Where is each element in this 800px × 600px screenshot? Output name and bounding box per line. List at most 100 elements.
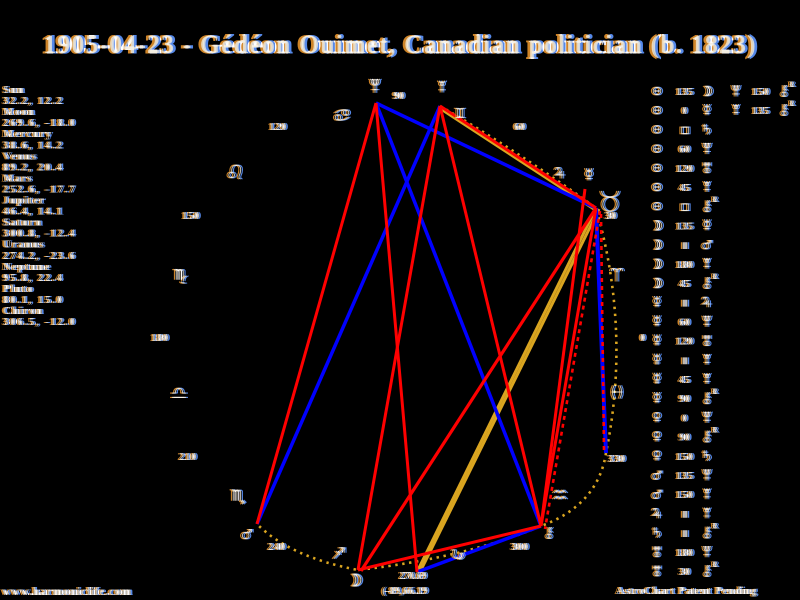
svg-text:0: 0 bbox=[638, 332, 644, 344]
svg-text:(-89,66.19: (-89,66.19 bbox=[380, 585, 426, 597]
svg-text:30: 30 bbox=[607, 210, 619, 222]
svg-text:45: 45 bbox=[677, 375, 689, 386]
svg-text:150: 150 bbox=[674, 490, 692, 501]
svg-text:32.2, 12.2: 32.2, 12.2 bbox=[3, 95, 64, 107]
svg-text:R: R bbox=[712, 522, 718, 531]
svg-text:R: R bbox=[714, 387, 720, 396]
svg-text:30: 30 bbox=[677, 567, 689, 578]
svg-text:60: 60 bbox=[514, 121, 526, 133]
svg-text:306.5, -12.0: 306.5, -12.0 bbox=[5, 316, 79, 328]
svg-text:330: 330 bbox=[608, 453, 626, 465]
svg-text:Chiron: Chiron bbox=[5, 305, 46, 317]
svg-text:45: 45 bbox=[679, 279, 691, 290]
svg-text:45: 45 bbox=[679, 375, 691, 386]
svg-text:135: 135 bbox=[676, 471, 694, 482]
svg-text:Chiron: Chiron bbox=[3, 305, 44, 317]
svg-text:Moon: Moon bbox=[5, 106, 37, 118]
svg-text:Saturn: Saturn bbox=[3, 217, 43, 229]
svg-text:Pluto: Pluto bbox=[3, 283, 34, 295]
svg-text:150: 150 bbox=[184, 210, 202, 222]
svg-text:46.4, 14.1: 46.4, 14.1 bbox=[5, 206, 66, 218]
svg-text:45: 45 bbox=[677, 279, 689, 290]
svg-text:Mercury: Mercury bbox=[5, 128, 55, 140]
svg-text:135: 135 bbox=[674, 471, 692, 482]
svg-text:Venus: Venus bbox=[5, 150, 39, 162]
svg-text:180: 180 bbox=[153, 332, 171, 344]
svg-text:300.8, -12.4: 300.8, -12.4 bbox=[1, 228, 75, 240]
svg-text:89.2, 20.4: 89.2, 20.4 bbox=[5, 161, 66, 173]
svg-text:AstroChart Patent Pending: AstroChart Patent Pending bbox=[616, 585, 757, 597]
svg-text:30: 30 bbox=[681, 567, 693, 578]
svg-text:150: 150 bbox=[678, 452, 696, 463]
svg-text:Mars: Mars bbox=[3, 172, 33, 184]
svg-text:300: 300 bbox=[513, 541, 531, 553]
svg-text:www.harmoniclife.com: www.harmoniclife.com bbox=[0, 584, 130, 598]
svg-text:120: 120 bbox=[676, 164, 694, 175]
svg-text:90: 90 bbox=[393, 90, 405, 102]
svg-text:120: 120 bbox=[678, 337, 696, 348]
svg-text:Mars: Mars bbox=[5, 172, 35, 184]
svg-text:252.6, -17.7: 252.6, -17.7 bbox=[1, 183, 75, 195]
svg-text:0: 0 bbox=[640, 332, 646, 344]
svg-text:Mercury: Mercury bbox=[1, 128, 51, 140]
svg-text:R: R bbox=[787, 80, 793, 89]
svg-text:135: 135 bbox=[754, 106, 772, 117]
svg-text:60: 60 bbox=[681, 317, 693, 328]
svg-text:274.2, -23.6: 274.2, -23.6 bbox=[5, 250, 79, 262]
svg-text:180: 180 bbox=[676, 548, 694, 559]
svg-text:Uranus: Uranus bbox=[1, 239, 43, 251]
svg-text:95.8, 22.4: 95.8, 22.4 bbox=[5, 272, 66, 284]
svg-text:R: R bbox=[712, 195, 718, 204]
svg-text:1905-04-23 - Gédéon Ouimet, Ca: 1905-04-23 - Gédéon Ouimet, Canadian pol… bbox=[43, 30, 756, 59]
svg-text:45: 45 bbox=[679, 183, 691, 194]
svg-text:90: 90 bbox=[679, 433, 691, 444]
svg-text:30: 30 bbox=[679, 567, 691, 578]
svg-text:60: 60 bbox=[677, 145, 689, 156]
svg-text:R: R bbox=[712, 387, 718, 396]
svg-text:135: 135 bbox=[674, 87, 692, 98]
svg-text:252.6, -17.7: 252.6, -17.7 bbox=[3, 183, 77, 195]
svg-text:180: 180 bbox=[678, 260, 696, 271]
svg-text:0: 0 bbox=[684, 106, 690, 117]
svg-text:90: 90 bbox=[391, 90, 403, 102]
svg-text:80.1, 15.0: 80.1, 15.0 bbox=[3, 294, 64, 306]
svg-text:Neptune: Neptune bbox=[3, 261, 51, 273]
svg-text:210: 210 bbox=[179, 451, 197, 463]
svg-text:135: 135 bbox=[676, 221, 694, 232]
svg-text:90: 90 bbox=[679, 394, 691, 405]
svg-text:R: R bbox=[714, 522, 720, 531]
svg-text:32.2, 12.2: 32.2, 12.2 bbox=[5, 95, 66, 107]
svg-text:R: R bbox=[789, 80, 795, 89]
svg-text:300.8, -12.4: 300.8, -12.4 bbox=[3, 228, 77, 240]
svg-text:89.2, 20.4: 89.2, 20.4 bbox=[1, 161, 62, 173]
svg-text:Sun: Sun bbox=[3, 84, 25, 96]
svg-text:330: 330 bbox=[606, 453, 624, 465]
svg-text:80.1, 15.0: 80.1, 15.0 bbox=[1, 294, 62, 306]
svg-text:R: R bbox=[710, 560, 716, 569]
svg-text:180: 180 bbox=[149, 332, 167, 344]
svg-text:150: 150 bbox=[750, 87, 768, 98]
svg-text:Neptune: Neptune bbox=[5, 261, 53, 273]
svg-text:120: 120 bbox=[674, 164, 692, 175]
svg-text:(-89,66.19: (-89,66.19 bbox=[382, 585, 428, 597]
svg-text:0: 0 bbox=[682, 106, 688, 117]
svg-text:330: 330 bbox=[610, 453, 628, 465]
svg-text:Moon: Moon bbox=[3, 106, 35, 118]
svg-text:210: 210 bbox=[177, 451, 195, 463]
svg-text:135: 135 bbox=[678, 221, 696, 232]
svg-text:135: 135 bbox=[674, 221, 692, 232]
svg-text:60: 60 bbox=[516, 121, 528, 133]
svg-text:R: R bbox=[789, 99, 795, 108]
svg-text:90: 90 bbox=[681, 394, 693, 405]
svg-text:AstroChart Patent Pending: AstroChart Patent Pending bbox=[614, 585, 755, 597]
svg-text:38.6, 14.2: 38.6, 14.2 bbox=[5, 139, 66, 151]
svg-text:135: 135 bbox=[678, 471, 696, 482]
svg-text:270.69: 270.69 bbox=[399, 571, 427, 582]
svg-text:Chiron: Chiron bbox=[1, 305, 42, 317]
svg-text:90: 90 bbox=[681, 433, 693, 444]
svg-text:0: 0 bbox=[680, 413, 686, 424]
svg-text:Jupiter: Jupiter bbox=[3, 195, 46, 207]
svg-text:Uranus: Uranus bbox=[5, 239, 47, 251]
svg-text:240: 240 bbox=[270, 541, 288, 553]
svg-text:30: 30 bbox=[605, 210, 617, 222]
